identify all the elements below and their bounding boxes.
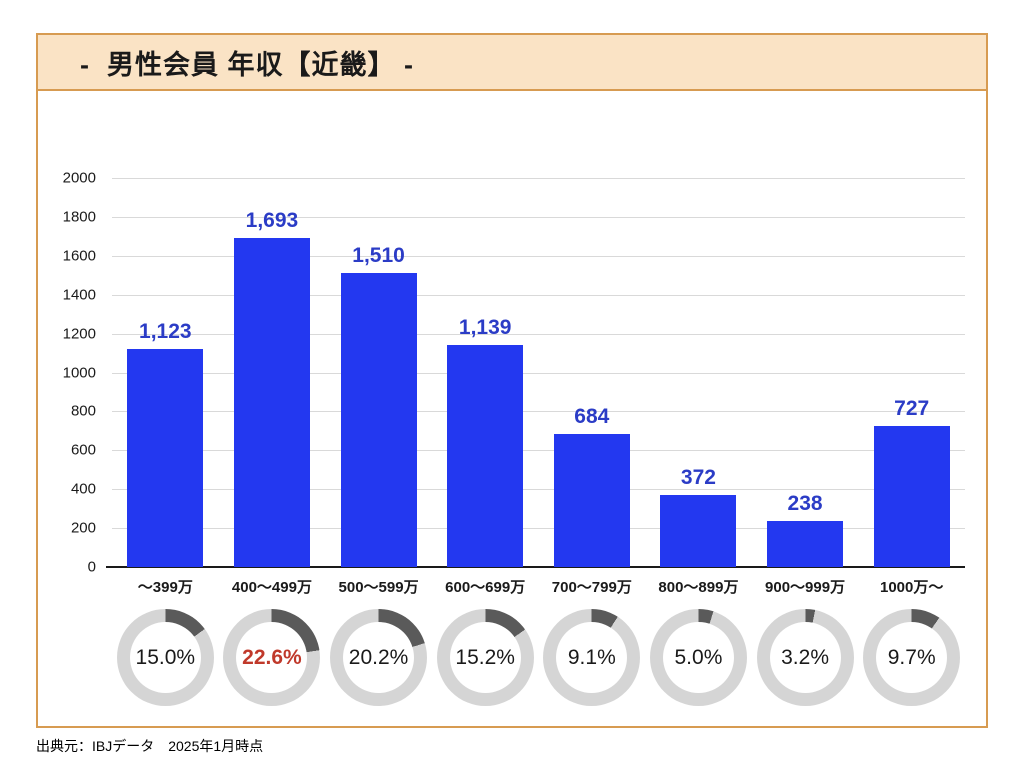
y-axis-tick-label: 1800: [62, 208, 96, 226]
bar-value-label: 684: [574, 404, 610, 428]
x-axis-category-label: 700～799万: [551, 579, 632, 596]
gridline: [112, 411, 965, 413]
donut-chart: 20.2%: [330, 609, 428, 706]
x-axis-category-label: 400～499万: [231, 579, 312, 596]
chart-header: - 男性会員 年収【近畿】 -: [38, 35, 986, 91]
x-axis-category-label: 900～999万: [765, 579, 846, 596]
donut-percentage-label: 9.1%: [567, 645, 616, 669]
bar: [660, 494, 737, 567]
chart-frame: - 男性会員 年収【近畿】 - 0 200 400 600 800 1000 1200 140…: [36, 33, 988, 728]
donut-hole: [876, 622, 948, 693]
bar: [553, 433, 630, 567]
x-axis-line: [106, 566, 965, 568]
gridline: [112, 450, 965, 452]
plot-area: 0 200 400 600 800 1000 1200 1400 1600 1800 2000 1,1…: [63, 170, 965, 596]
donut-percentage-label: 20.2%: [348, 645, 409, 669]
donut-row: 15.0% 22.6% 20.2% 15.2% 9.1% 5.0% 3.2% 9.7%: [112, 609, 965, 707]
bar: [447, 345, 524, 567]
y-axis-tick-label: 1000: [62, 364, 96, 381]
gridline: [112, 489, 965, 491]
donut-percentage-label: 3.2%: [781, 645, 829, 669]
y-axis-tick-label: 1400: [62, 286, 96, 304]
bar-value-label: 238: [787, 491, 823, 515]
gridline: [112, 372, 965, 374]
donut-percentage-label: 15.0%: [135, 645, 196, 669]
gridline: [112, 333, 965, 335]
donut-percentage-label: 9.7%: [887, 645, 936, 669]
donut-chart: 15.2%: [436, 609, 534, 706]
y-axis-tick-label: 0: [87, 558, 96, 576]
y-axis-tick-label: 1200: [62, 325, 96, 343]
donut-hole: [662, 622, 734, 693]
y-axis-tick-label: 600: [70, 441, 96, 459]
bar: [767, 520, 844, 567]
donut-percentage-label: 5.0%: [674, 645, 723, 669]
donut-hole: [236, 622, 308, 693]
donut-chart: 22.6%: [223, 609, 321, 706]
x-axis-category-label: 600～699万: [445, 579, 526, 596]
donut-hole: [769, 622, 841, 693]
donut-hole: [449, 622, 521, 693]
donut-hole: [343, 622, 415, 693]
x-axis-category-label: 500～599万: [338, 579, 419, 596]
page-title: - 男性会員 年収【近畿】 -: [80, 49, 414, 80]
donut-chart: 5.0%: [649, 609, 747, 706]
bar-value-label: 1,123: [139, 319, 192, 343]
donut-hole: [556, 622, 628, 693]
x-axis-category-label: ～399万: [137, 579, 193, 596]
x-axis-category-label: 1000万～: [880, 579, 944, 596]
donut-chart: 9.1%: [543, 609, 641, 706]
gridline: [112, 216, 965, 218]
y-axis-tick-label: 400: [70, 480, 96, 498]
x-axis-category-label: 800～899万: [658, 579, 739, 596]
bar-value-label: 1,139: [458, 316, 512, 340]
bar-value-label: 727: [894, 396, 930, 420]
donut-percentage-label: 15.2%: [455, 645, 515, 669]
donut-chart: 9.7%: [863, 609, 961, 706]
donut-percentage-label: 22.6%: [242, 645, 302, 669]
bar: [127, 348, 204, 567]
bar: [233, 237, 310, 567]
gridline: [112, 528, 965, 530]
y-axis-tick-label: 200: [70, 519, 96, 537]
donut-hole: [129, 622, 201, 693]
gridline: [112, 178, 965, 179]
gridline: [112, 255, 965, 257]
bar: [340, 273, 417, 567]
gridline: [112, 294, 965, 296]
y-axis-tick-label: 1600: [62, 247, 96, 265]
bar-value-label: 1,510: [352, 244, 405, 268]
bar: [873, 425, 950, 567]
source-note: 出典元：IBJデータ 2025年1月時点: [36, 738, 264, 754]
y-axis-tick-label: 800: [70, 402, 96, 420]
donut-chart: 3.2%: [756, 609, 854, 706]
bar-value-label: 372: [680, 465, 716, 489]
donut-chart: 15.0%: [116, 609, 214, 706]
bar-value-label: 1,693: [245, 208, 299, 232]
y-axis-tick-label: 2000: [62, 169, 96, 187]
